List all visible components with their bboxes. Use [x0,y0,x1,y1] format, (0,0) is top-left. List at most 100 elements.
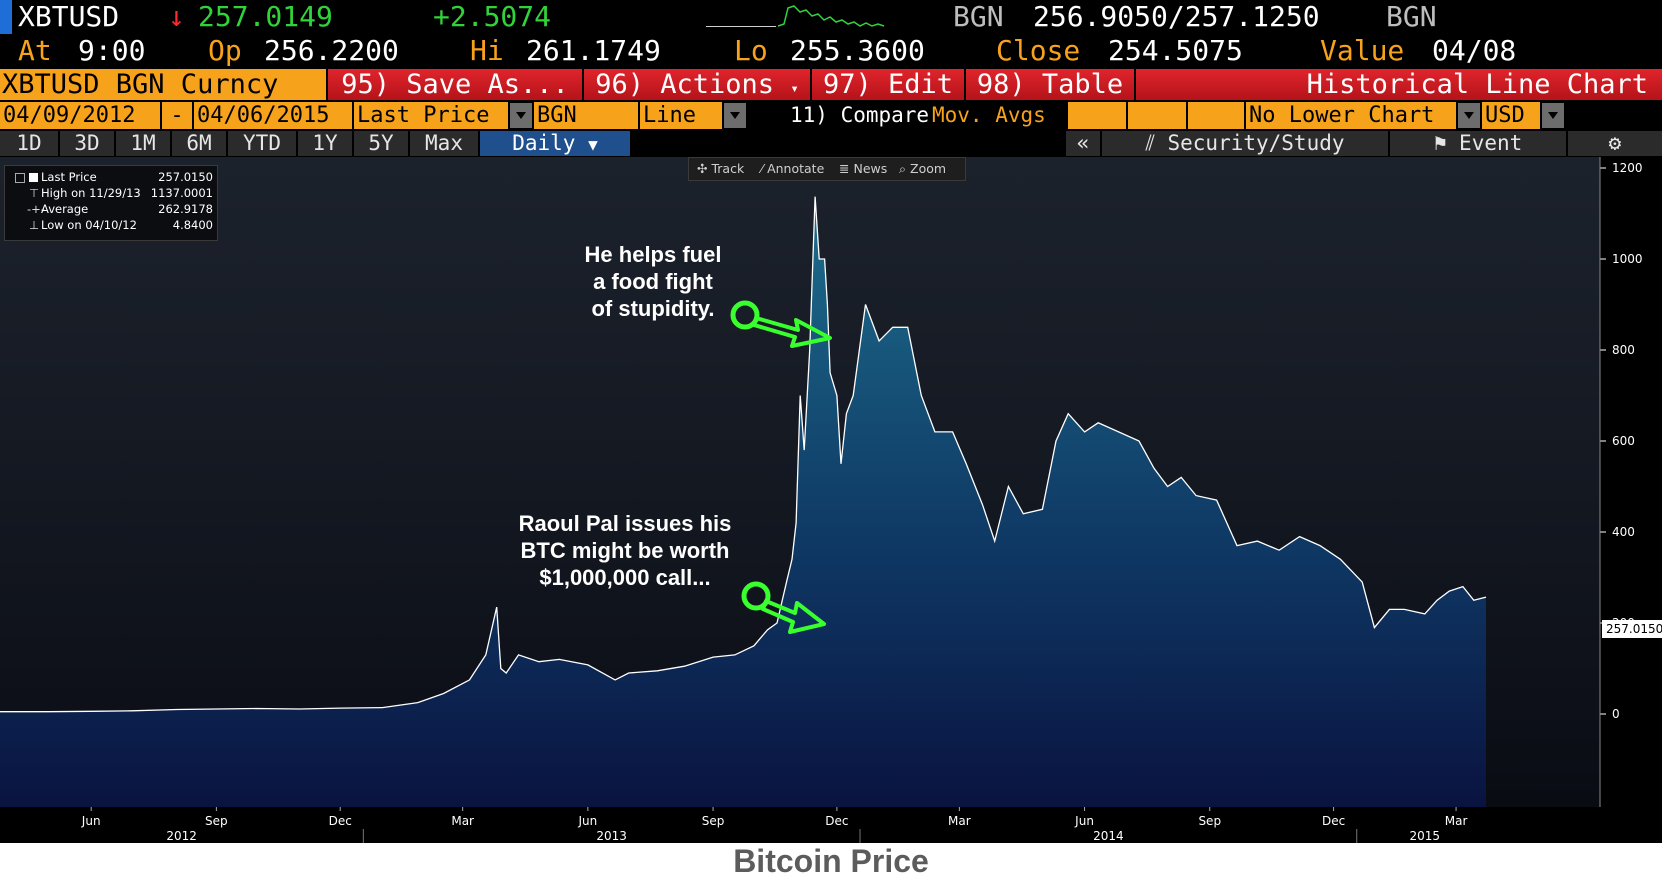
legend-high-value: 1137.0001 [150,186,213,200]
tab-1y[interactable]: 1Y [298,131,352,156]
x-month-label: Sep [205,814,228,828]
field-dropdown-button[interactable] [510,103,532,128]
blank-field-3[interactable] [1188,102,1244,129]
y-tick-label: 1000 [1612,252,1643,266]
style-dropdown-button[interactable] [724,103,746,128]
mov-avgs-button[interactable]: Mov. Avgs [932,103,1046,127]
security-study-label: Security/Study [1167,131,1345,155]
crosshair-icon: ✣ [697,161,708,176]
intraday-sparkline [778,5,885,27]
lower-chart-select[interactable]: No Lower Chart [1246,102,1456,129]
average-marker-icon: -+- [27,202,45,216]
last-price-swatch-icon [29,173,38,182]
sparkline-baseline [706,26,776,27]
y-tick-label: 0 [1612,707,1620,721]
collapse-button[interactable]: « [1066,131,1100,156]
legend-last-value: 257.0150 [158,170,213,184]
news-tool[interactable]: ≣ News [839,158,887,180]
blank-field-1[interactable] [1068,102,1126,129]
legend-last-label: Last Price [41,170,97,184]
low-marker-icon: ⊥ [29,218,40,232]
annotation-top-line-1: He helps fuel [584,242,722,267]
y-tick-label: 600 [1612,434,1635,448]
track-label: Track [711,161,745,176]
end-date-field[interactable]: 04/06/2015 [194,102,352,129]
tab-max[interactable]: Max [410,131,478,156]
annotation-bottom-line-3: $1,000,000 call... [539,565,711,590]
high-value: 261.1749 [526,34,661,67]
period-label: Daily [512,131,576,155]
value-date: 04/08 [1432,34,1517,67]
x-month-label: Jun [1074,814,1094,828]
high-marker-icon: ⊤ [29,186,40,200]
style-select[interactable]: Line [640,102,722,129]
edit-button[interactable]: 97) Edit ▾ [812,69,964,128]
x-year-label: 2012 [166,829,197,843]
bid-ask: 256.9050/257.1250 [1033,0,1320,33]
settings-gear-button[interactable]: ⚙ [1568,131,1662,156]
tab-1d[interactable]: 1D [0,131,58,156]
start-date-field[interactable]: 04/09/2012 [0,102,160,129]
field-select[interactable]: Last Price [354,102,508,129]
low-label: Lo [734,34,768,67]
tab-3d[interactable]: 3D [60,131,114,156]
lower-chart-dropdown-button[interactable] [1458,103,1480,128]
value-label: Value [1320,34,1405,67]
news-icon: ≣ [839,161,850,176]
x-month-label: Dec [329,814,352,828]
chart-legend[interactable]: Last Price 257.0150 ⊤ High on 11/29/13 1… [4,165,218,241]
annotate-tool[interactable]: ⁄ Annotate [761,158,824,180]
source-field[interactable]: BGN [534,102,638,129]
currency-field[interactable]: USD [1482,102,1540,129]
close-value: 254.5075 [1108,34,1243,67]
legend-low-value: 4.8400 [172,218,213,232]
high-label: Hi [470,34,504,67]
compare-button[interactable]: 11) Compare [790,103,930,127]
legend-high-label: High on 11/29/13 [41,186,141,200]
last-value-tag [1602,620,1662,638]
annotation-bottom: Raoul Pal issues his BTC might be worth … [500,510,750,591]
pencil-icon: ⁄ [761,161,764,176]
chart-study-icon: ⫽ [1145,131,1155,155]
date-range-dash: - [162,102,192,129]
header-last-price: 257.0149 [198,0,333,33]
security-field[interactable]: XBTUSD BGN Curncy [0,69,326,100]
arrow-bottom-icon [741,581,826,634]
at-value: 9:00 [78,34,146,67]
header-ticker: XBTUSD [18,0,120,33]
tab-ytd[interactable]: YTD [228,131,296,156]
security-study-button[interactable]: ⫽ Security/Study [1102,131,1388,156]
period-select[interactable]: Daily ▼ [480,131,630,156]
event-button[interactable]: ⚑ Event [1390,131,1566,156]
gear-icon: ⚙ [1608,131,1622,155]
x-month-label: Sep [702,814,725,828]
at-label: At [18,34,52,67]
collapse-legend-icon[interactable] [15,173,25,183]
y-axis-panel [1600,157,1662,807]
y-tick-label: 400 [1612,525,1635,539]
zoom-tool[interactable]: ⌕ Zoom [899,158,946,180]
close-label: Close [996,34,1081,67]
blank-field-2[interactable] [1128,102,1186,129]
currency-dropdown-button[interactable] [1542,103,1564,128]
annotation-top-line-2: a food fight [593,269,713,294]
x-month-label: Mar [948,814,971,828]
magnifier-icon: ⌕ [899,161,907,176]
actions-button[interactable]: 96) Actions ▾ [584,69,810,100]
caret-down-icon: ▼ [588,135,598,154]
tab-6m[interactable]: 6M [172,131,226,156]
low-value: 255.3600 [790,34,925,67]
chevron-down-icon: ▾ [790,81,799,97]
actions-label: 96) Actions [595,69,775,100]
price-chart: 020040060080010001200 JunSepDecMarJunSep… [0,157,1643,843]
chart-tools-bar: ✣ Track ⁄ Annotate ≣ News ⌕ Zoom [688,157,966,181]
save-as-button[interactable]: 95) Save As... [328,69,582,100]
track-tool[interactable]: ✣ Track [697,158,744,180]
arrow-top-icon [730,300,832,348]
tab-1m[interactable]: 1M [116,131,170,156]
x-month-label: Dec [825,814,848,828]
tab-5y[interactable]: 5Y [354,131,408,156]
header-change: +2.5074 [433,0,552,33]
sparkline-line [778,5,885,27]
table-button[interactable]: 98) Table [966,69,1134,100]
